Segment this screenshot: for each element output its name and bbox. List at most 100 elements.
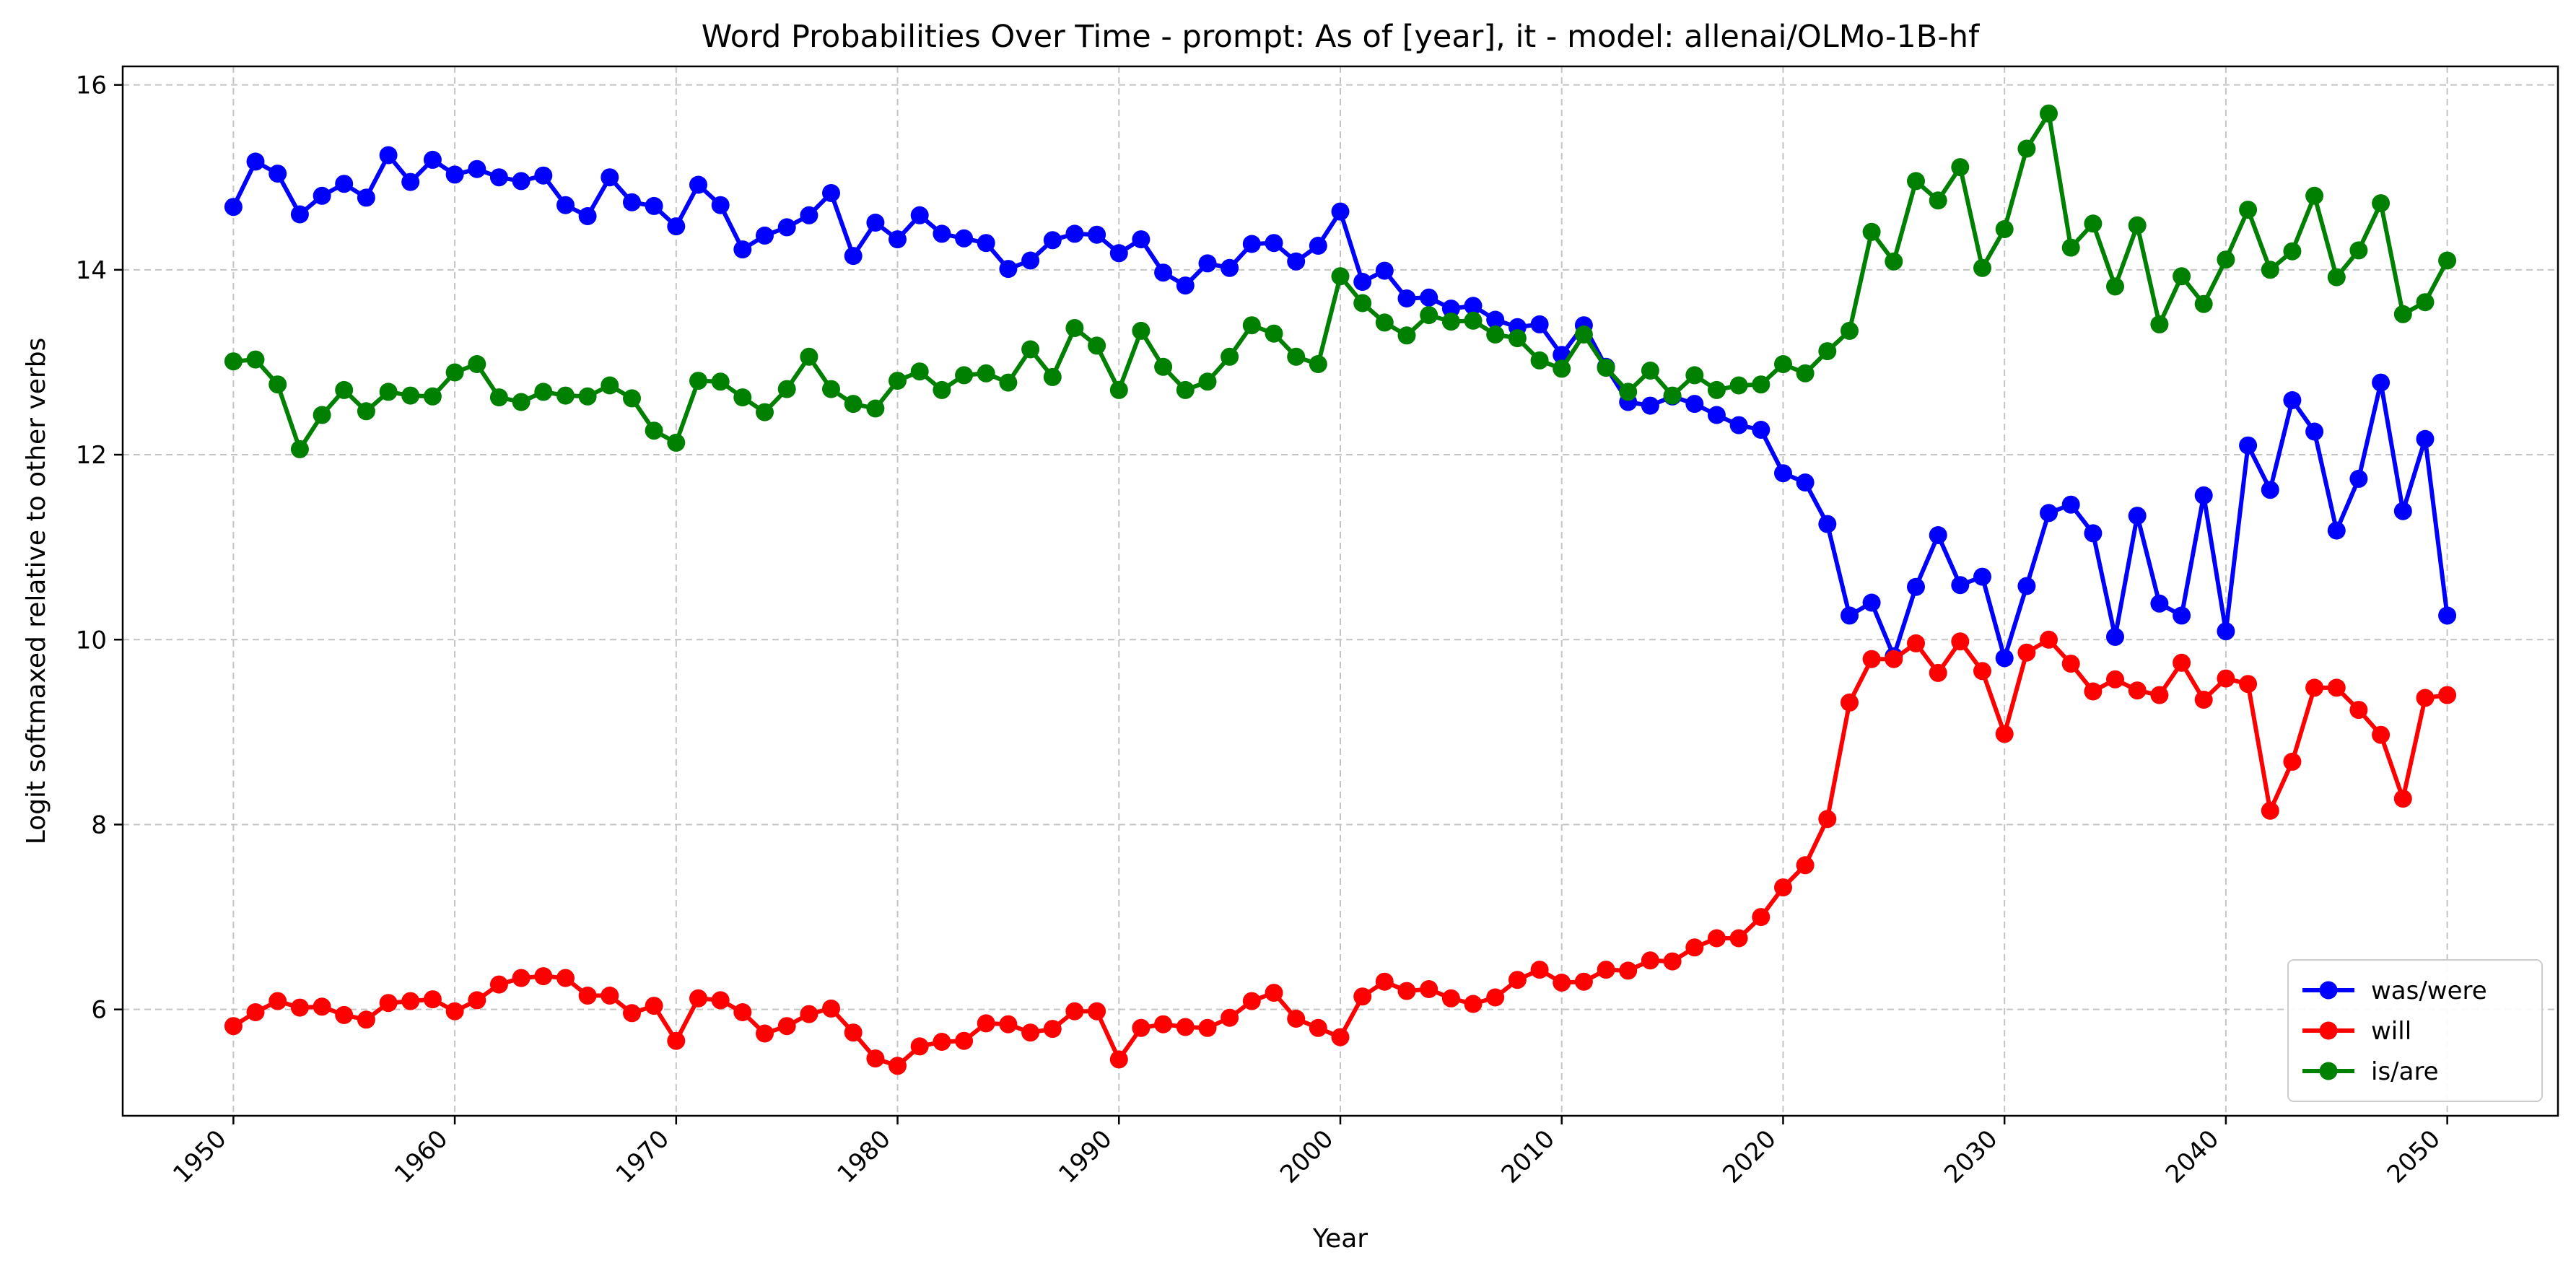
data-point-was-were — [1088, 225, 1106, 244]
data-point-will — [866, 1049, 885, 1068]
data-point-will — [2372, 725, 2391, 744]
data-point-is-are — [888, 372, 907, 390]
data-point-is-are — [1309, 355, 1327, 373]
data-point-is-are — [2416, 293, 2435, 312]
data-point-is-are — [2305, 186, 2324, 205]
data-point-will — [1221, 1008, 1239, 1027]
data-point-will — [1841, 693, 1859, 712]
data-point-will — [645, 997, 663, 1015]
data-point-will — [2283, 752, 2302, 771]
data-point-is-are — [1176, 380, 1195, 399]
data-point-was-were — [290, 205, 309, 224]
data-point-will — [2327, 678, 2346, 697]
data-point-is-are — [1265, 324, 1283, 343]
data-point-will — [2416, 689, 2435, 707]
data-point-was-were — [1065, 224, 1084, 243]
data-point-was-were — [556, 196, 575, 214]
data-point-will — [1685, 938, 1704, 957]
series-layer — [224, 104, 2457, 1075]
data-point-is-are — [379, 383, 398, 401]
data-point-was-were — [2173, 606, 2191, 625]
data-point-was-were — [733, 240, 752, 259]
data-point-will — [1441, 989, 1460, 1008]
data-point-is-are — [711, 372, 730, 391]
data-point-is-are — [2040, 104, 2058, 123]
data-point-is-are — [1397, 326, 1416, 345]
data-point-is-are — [2128, 216, 2147, 235]
data-point-will — [1995, 725, 2014, 743]
data-point-was-were — [2239, 436, 2258, 455]
data-point-will — [445, 1002, 464, 1021]
data-point-will — [910, 1037, 929, 1056]
data-point-will — [1331, 1028, 1350, 1046]
data-point-is-are — [1154, 357, 1173, 376]
data-point-is-are — [1752, 375, 1771, 394]
data-point-is-are — [335, 380, 354, 399]
data-point-will — [357, 1010, 375, 1029]
data-point-is-are — [578, 387, 597, 406]
data-point-will — [379, 994, 398, 1013]
data-point-will — [1109, 1050, 1128, 1069]
data-point-will — [1752, 908, 1771, 927]
data-point-will — [1176, 1018, 1195, 1036]
data-point-will — [2128, 681, 2147, 700]
data-point-was-were — [2217, 622, 2235, 641]
data-point-is-are — [1973, 258, 1991, 277]
data-point-is-are — [1287, 347, 1306, 366]
y-tick-label: 6 — [91, 996, 107, 1025]
data-point-will — [2217, 669, 2235, 688]
data-point-was-were — [2305, 422, 2324, 441]
data-point-will — [977, 1014, 995, 1033]
data-point-is-are — [512, 393, 531, 411]
data-point-is-are — [733, 388, 752, 407]
data-point-was-were — [246, 152, 265, 171]
data-point-was-were — [1043, 231, 1062, 250]
data-point-is-are — [2372, 194, 2391, 213]
data-point-is-are — [1132, 321, 1151, 340]
data-point-will — [2150, 686, 2169, 704]
data-point-will — [1088, 1002, 1106, 1021]
data-point-will — [1265, 984, 1283, 1002]
data-point-was-were — [2040, 504, 2058, 523]
data-point-is-are — [2349, 241, 2368, 260]
data-point-was-were — [2283, 391, 2302, 409]
data-point-is-are — [777, 380, 796, 398]
data-point-was-were — [1707, 406, 1726, 424]
data-point-is-are — [268, 375, 287, 394]
y-tick-label: 16 — [76, 71, 107, 100]
data-point-will — [2305, 678, 2324, 697]
data-point-is-are — [1486, 325, 1505, 344]
data-point-is-are — [1707, 380, 1726, 399]
data-point-will — [1508, 971, 1527, 989]
data-point-will — [423, 990, 442, 1009]
data-point-will — [313, 997, 331, 1016]
legend-box — [2287, 959, 2543, 1102]
legend-item-was-were: was/were — [2302, 976, 2487, 1005]
data-point-will — [2106, 670, 2124, 689]
data-point-will — [1574, 972, 1593, 991]
data-point-will — [1641, 951, 1659, 970]
data-point-will — [1132, 1018, 1151, 1037]
data-point-was-were — [999, 260, 1018, 279]
data-point-is-are — [2017, 139, 2036, 158]
data-point-was-were — [2372, 373, 2391, 392]
data-point-was-were — [1929, 526, 1947, 544]
data-point-will — [777, 1017, 796, 1036]
data-point-is-are — [800, 347, 818, 366]
data-point-was-were — [955, 229, 974, 248]
data-point-is-are — [423, 387, 442, 406]
data-point-was-were — [1176, 276, 1195, 295]
data-point-is-are — [601, 376, 619, 395]
data-point-was-were — [1154, 263, 1173, 282]
data-point-will — [756, 1024, 774, 1043]
legend-label: was/were — [2371, 976, 2487, 1005]
data-point-was-were — [977, 234, 995, 253]
data-point-is-are — [1331, 267, 1350, 286]
data-point-will — [601, 987, 619, 1005]
data-point-will — [955, 1031, 974, 1050]
data-point-was-were — [756, 226, 774, 245]
data-point-will — [401, 992, 420, 1010]
data-point-is-are — [1109, 380, 1128, 399]
data-point-was-were — [1397, 289, 1416, 307]
